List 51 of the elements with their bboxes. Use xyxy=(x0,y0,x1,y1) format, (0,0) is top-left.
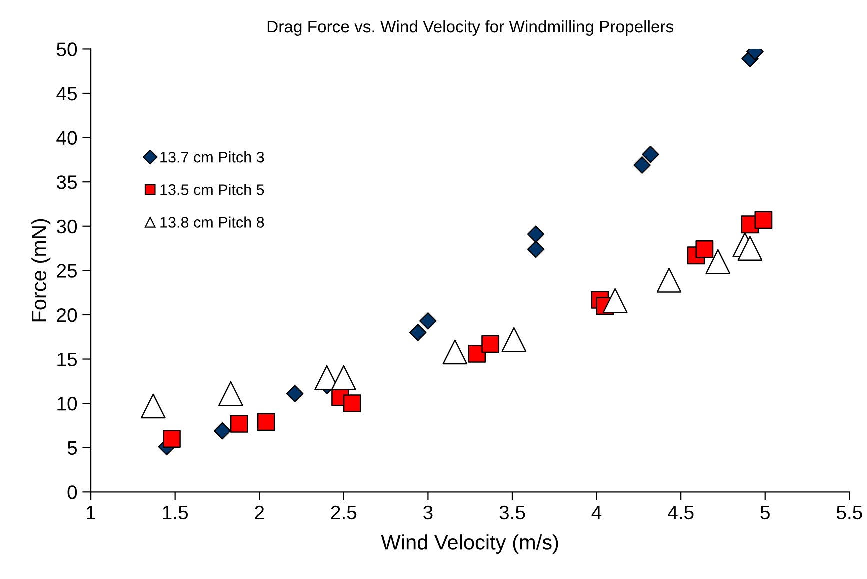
y-tick-label: 15 xyxy=(58,352,78,367)
y-tick-label: 40 xyxy=(56,131,78,146)
point xyxy=(527,240,545,258)
x-tick-label: 5.5 xyxy=(836,506,862,520)
x-tick-label: 5 xyxy=(760,506,770,520)
x-tick-label: 3 xyxy=(424,506,433,520)
point xyxy=(140,394,166,419)
y-tick-label: 25 xyxy=(57,264,78,278)
y-tick-label: 45 xyxy=(56,87,78,101)
point xyxy=(162,430,181,448)
point xyxy=(218,381,244,406)
point xyxy=(696,240,714,258)
point xyxy=(738,236,763,261)
y-tick-label: 35 xyxy=(56,176,78,190)
point xyxy=(656,268,682,293)
point xyxy=(214,422,232,440)
point xyxy=(634,156,651,174)
chart-title: Drag Force vs. Wind Velocity for Windmilling Propellers xyxy=(268,20,674,36)
point xyxy=(230,414,248,433)
y-tick-label: 20 xyxy=(57,308,78,322)
y-tick-label: 10 xyxy=(58,397,78,411)
legend-label: 13.5 cm Pitch 5 xyxy=(160,184,264,196)
y-axis-title: Force (mN) xyxy=(31,219,51,322)
legend-label: 13.8 cm Pitch 8 xyxy=(160,216,264,228)
x-axis-title: Wind Velocity (m/s) xyxy=(381,534,558,554)
y-tick-label: 30 xyxy=(56,220,78,234)
point xyxy=(482,335,500,354)
x-tick-label: 1 xyxy=(87,506,96,520)
y-tick-label: 5 xyxy=(68,442,78,456)
x-tick-label: 1.5 xyxy=(163,506,188,520)
point xyxy=(343,394,362,413)
point xyxy=(502,327,527,352)
point xyxy=(527,226,545,243)
x-tick-label: 2.5 xyxy=(331,506,357,520)
point xyxy=(642,146,660,164)
y-tick-label: 0 xyxy=(68,486,78,500)
point xyxy=(602,288,628,314)
point xyxy=(420,312,437,330)
x-tick-label: 4 xyxy=(592,506,602,520)
point xyxy=(754,211,773,230)
point xyxy=(286,385,304,402)
x-tick-label: 2 xyxy=(255,506,264,520)
y-tick-label: 50 xyxy=(56,42,78,56)
point xyxy=(257,413,276,432)
point xyxy=(442,340,468,365)
point xyxy=(409,324,427,342)
x-tick-label: 3.5 xyxy=(500,506,526,520)
x-tick-label: 4.5 xyxy=(668,506,694,520)
point xyxy=(706,249,731,274)
point xyxy=(331,365,356,390)
legend-label: 13.7 cm Pitch 3 xyxy=(160,152,264,163)
